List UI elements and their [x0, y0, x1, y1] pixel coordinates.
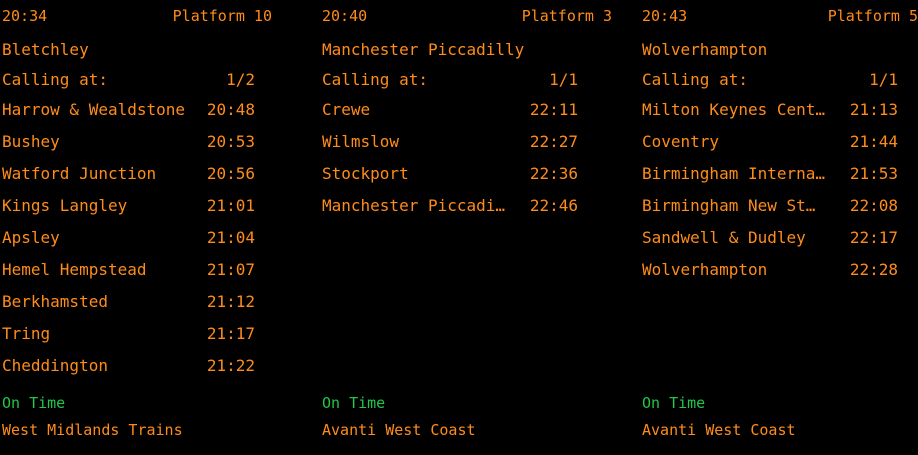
stop-time: 21:53: [849, 164, 898, 183]
stop-time: 21:12: [206, 292, 255, 311]
stop-row: Cheddington 21:22: [2, 356, 255, 388]
departure-time: 20:34: [2, 7, 48, 25]
stop-name: Birmingham Interna…: [642, 164, 826, 183]
stop-row: Wilmslow 22:27: [322, 132, 578, 164]
stop-row: Watford Junction 20:56: [2, 164, 255, 196]
stop-time: 22:36: [529, 164, 578, 183]
status-on-time: On Time: [642, 394, 706, 412]
stop-time: 22:27: [529, 132, 578, 151]
stop-time: 22:28: [849, 260, 898, 279]
departure-board-2: 20:40 Platform 3 Manchester Piccadilly C…: [322, 0, 612, 455]
stop-row: Berkhamsted 21:12: [2, 292, 255, 324]
stop-name: Bushey: [2, 132, 60, 151]
stop-row: Sandwell & Dudley 22:17: [642, 228, 898, 260]
stop-name: Berkhamsted: [2, 292, 108, 311]
stop-time: 20:56: [206, 164, 255, 183]
stop-row: Hemel Hempstead 21:07: [2, 260, 255, 292]
destination: Wolverhampton: [642, 40, 768, 59]
stop-time: 21:17: [206, 324, 255, 343]
stop-name: Wolverhampton: [642, 260, 768, 279]
status-on-time: On Time: [322, 394, 386, 412]
stop-time: 21:22: [206, 356, 255, 375]
stop-time: 21:07: [206, 260, 255, 279]
departure-time: 20:43: [642, 7, 688, 25]
stop-row: Harrow & Wealdstone 20:48: [2, 100, 255, 132]
stop-name: Apsley: [2, 228, 60, 247]
stop-row: Coventry 21:44: [642, 132, 898, 164]
stop-row: Birmingham New St… 22:08: [642, 196, 898, 228]
page-indicator: 1/1: [549, 70, 578, 89]
stop-name: Wilmslow: [322, 132, 400, 151]
platform-label: Platform 10: [172, 7, 272, 25]
stop-row: Manchester Piccadi… 22:46: [322, 196, 578, 228]
departure-time: 20:40: [322, 7, 368, 25]
stop-name: Manchester Piccadi…: [322, 196, 506, 215]
stop-time: 22:17: [849, 228, 898, 247]
destination: Manchester Piccadilly: [322, 40, 525, 59]
stop-row: Kings Langley 21:01: [2, 196, 255, 228]
operator-name: Avanti West Coast: [642, 421, 796, 439]
stop-row: Crewe 22:11: [322, 100, 578, 132]
stop-name: Tring: [2, 324, 51, 343]
departure-board-3: 20:43 Platform 5 Wolverhampton Calling a…: [642, 0, 918, 455]
operator-name: West Midlands Trains: [2, 421, 183, 439]
stop-row: Stockport 22:36: [322, 164, 578, 196]
stop-time: 20:48: [206, 100, 255, 119]
stop-list: Milton Keynes Cent… 21:13 Coventry 21:44 B…: [642, 100, 898, 292]
stop-time: 21:13: [849, 100, 898, 119]
stop-time: 21:01: [206, 196, 255, 215]
platform-label: Platform 5: [827, 7, 918, 25]
stop-name: Birmingham New St…: [642, 196, 816, 215]
stop-name: Kings Langley: [2, 196, 128, 215]
stop-time: 22:08: [849, 196, 898, 215]
stop-name: Stockport: [322, 164, 409, 183]
stop-list: Crewe 22:11 Wilmslow 22:27 Stockport 22:36 …: [322, 100, 578, 228]
stop-name: Sandwell & Dudley: [642, 228, 806, 247]
stop-name: Cheddington: [2, 356, 108, 375]
stop-row: Bushey 20:53: [2, 132, 255, 164]
stop-name: Milton Keynes Cent…: [642, 100, 826, 119]
page-indicator: 1/1: [869, 70, 898, 89]
stop-name: Hemel Hempstead: [2, 260, 147, 279]
stop-name: Coventry: [642, 132, 720, 151]
destination: Bletchley: [2, 40, 89, 59]
calling-at-label: Calling at:: [2, 70, 108, 89]
stop-list: Harrow & Wealdstone 20:48 Bushey 20:53 Wat…: [2, 100, 255, 388]
calling-at-label: Calling at:: [642, 70, 748, 89]
status-on-time: On Time: [2, 394, 66, 412]
stop-name: Harrow & Wealdstone: [2, 100, 186, 119]
stop-row: Tring 21:17: [2, 324, 255, 356]
stop-row: Apsley 21:04: [2, 228, 255, 260]
departure-board-1: 20:34 Platform 10 Bletchley Calling at: …: [2, 0, 292, 455]
page-indicator: 1/2: [226, 70, 255, 89]
stop-row: Birmingham Interna… 21:53: [642, 164, 898, 196]
stop-time: 20:53: [206, 132, 255, 151]
operator-name: Avanti West Coast: [322, 421, 476, 439]
stop-time: 22:11: [529, 100, 578, 119]
stop-time: 21:44: [849, 132, 898, 151]
platform-label: Platform 3: [521, 7, 612, 25]
stop-name: Watford Junction: [2, 164, 157, 183]
stop-time: 22:46: [529, 196, 578, 215]
stop-row: Milton Keynes Cent… 21:13: [642, 100, 898, 132]
stop-row: Wolverhampton 22:28: [642, 260, 898, 292]
calling-at-label: Calling at:: [322, 70, 428, 89]
stop-time: 21:04: [206, 228, 255, 247]
stop-name: Crewe: [322, 100, 371, 119]
